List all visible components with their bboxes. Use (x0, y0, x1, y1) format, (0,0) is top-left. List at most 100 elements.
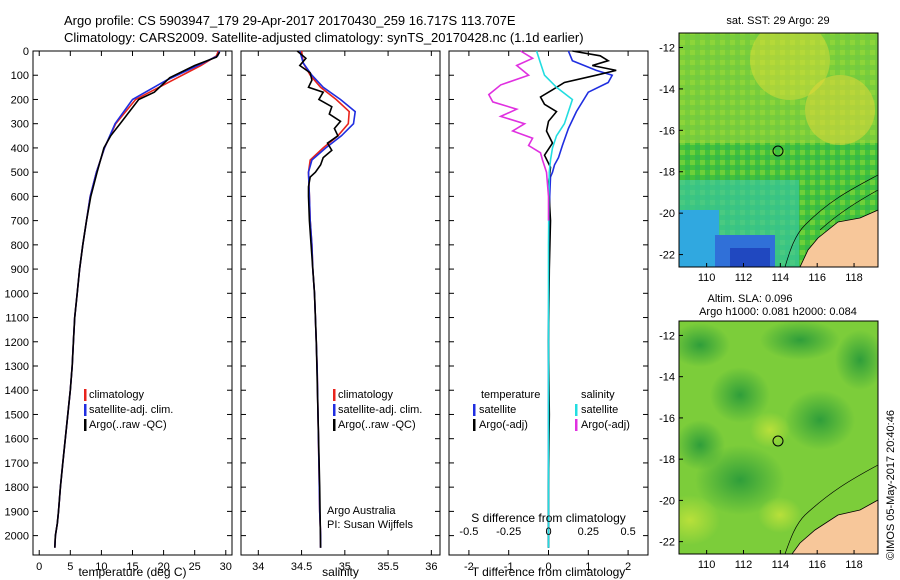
sla-map-frame (678, 320, 879, 555)
header-line2: Climatology: CARS2009. Satellite-adjuste… (64, 30, 584, 45)
x-tick-label: 15 (126, 561, 138, 573)
series-line (487, 50, 550, 221)
map-y-tick-label: -14 (659, 84, 675, 96)
legend-label: satellite-adj. clim. (338, 404, 422, 416)
map-x-tick-label: 118 (845, 272, 863, 284)
timestamp-side-text: ©IMOS 05-May-2017 20:40:46 (885, 410, 897, 560)
legend-title: temperature (481, 389, 540, 401)
x-tick-label: 25 (189, 561, 201, 573)
legend-swatch (84, 404, 87, 416)
header-line1: Argo profile: CS 5903947_179 29-Apr-2017… (64, 13, 516, 28)
temperature-panel: 0 5 10 15 20 25 30 temperature (deg C) 0 100 200 30… (5, 46, 233, 579)
y-tick-label: 800 (11, 240, 29, 252)
map-x-tick-label: 116 (808, 272, 826, 284)
series-line (54, 50, 220, 548)
legend-label: satellite-adj. clim. (89, 404, 173, 416)
sla-map-axes: 110 112 114 116 118 -12 -14 -16 -18 -20 -22 (659, 330, 863, 571)
x2-axis-label: S difference from climatology (471, 511, 626, 525)
legend-swatch (333, 404, 336, 416)
legend-swatch (473, 404, 476, 416)
map-x-tick-label: 110 (698, 272, 716, 284)
x-tick-label: 35 (339, 561, 351, 573)
plot-frame (240, 50, 441, 556)
annotation-text: Argo Australia (327, 505, 396, 517)
y-tick-label: 1800 (5, 482, 29, 494)
sst-argo-marker (772, 145, 784, 157)
series-line (54, 50, 221, 548)
series-line (547, 50, 614, 548)
x-tick-label: 0 (545, 561, 551, 573)
y-tick-label: 200 (11, 94, 29, 106)
y-tick-label: 600 (11, 191, 29, 203)
series-line (296, 50, 342, 548)
x-tick-label: 35.5 (377, 561, 398, 573)
map-y-tick-label: -18 (659, 454, 675, 466)
x-tick-label: 36 (425, 561, 437, 573)
y-tick-label: 1400 (5, 385, 29, 397)
x-axis-label: salinity (322, 565, 359, 579)
sst-map-axes: 110 112 114 116 118 -12 -14 -16 -18 -20 -22 (659, 42, 863, 284)
y-tick-label: 1100 (5, 313, 29, 325)
legend-swatch (333, 419, 336, 431)
x-tick-label: 34.5 (291, 561, 312, 573)
x-tick-label: 5 (67, 561, 73, 573)
salinity-panel: 34 34.5 35 35.5 36 salinity climatology satelli… (240, 50, 441, 579)
legend-label: satellite (581, 404, 618, 416)
map-x-tick-label: 114 (772, 559, 790, 571)
sla-map (679, 321, 878, 554)
y-tick-label: 500 (11, 167, 29, 179)
x2-tick-label: -0.5 (459, 526, 478, 538)
x-tick-label: 1 (585, 561, 591, 573)
y-tick-label: 1600 (5, 434, 29, 446)
x-tick-label: 30 (220, 561, 232, 573)
y-tick-label: 1500 (5, 409, 29, 421)
map-y-tick-label: -22 (659, 537, 675, 549)
sst-map-frame (678, 32, 879, 268)
map-x-tick-label: 118 (845, 559, 863, 571)
series-line (54, 51, 221, 548)
series-line (539, 50, 617, 548)
map-y-tick-label: -12 (659, 330, 675, 342)
plot-frame (32, 50, 233, 556)
y-tick-label: 400 (11, 143, 29, 155)
x-tick-label: -1 (504, 561, 514, 573)
x-tick-label: 20 (157, 561, 169, 573)
legend-swatch (84, 389, 87, 401)
x2-tick-label: -0.25 (496, 526, 521, 538)
legend-swatch (84, 419, 87, 431)
y-tick-label: 100 (11, 70, 29, 82)
map-x-tick-label: 112 (735, 272, 753, 284)
legend-label: Argo(-adj) (479, 419, 528, 431)
map-y-tick-label: -12 (659, 42, 675, 54)
sst-map (679, 33, 878, 267)
map-x-tick-label: 116 (808, 559, 826, 571)
sla-map-title: Altim. SLA: 0.096 (708, 293, 793, 305)
y-tick-label: 1300 (5, 361, 29, 373)
map-y-tick-label: -20 (659, 495, 675, 507)
y-tick-label: 2000 (5, 531, 29, 543)
map-y-tick-label: -16 (659, 125, 675, 137)
legend-title: salinity (581, 389, 615, 401)
y-tick-label: 700 (11, 216, 29, 228)
legend-label: Argo(..raw -QC) (338, 419, 416, 431)
x-tick-label: -2 (464, 561, 474, 573)
legend-label: Argo(-adj) (581, 419, 630, 431)
series-line (300, 50, 351, 548)
map-x-tick-label: 110 (698, 559, 716, 571)
x2-tick-label: 0 (545, 526, 551, 538)
legend-label: Argo(..raw -QC) (89, 419, 167, 431)
y-tick-label: 0 (23, 46, 29, 58)
map-y-tick-label: -18 (659, 167, 675, 179)
legend-swatch (473, 419, 476, 431)
difference-panel: -2 -1 0 1 2T difference from climatology -0.5… (448, 50, 649, 579)
x-tick-label: 34 (252, 561, 264, 573)
sla-land (791, 499, 878, 554)
legend-label: climatology (338, 389, 394, 401)
x-tick-label: 10 (95, 561, 107, 573)
y-tick-label: 1900 (5, 506, 29, 518)
map-x-tick-label: 114 (772, 272, 790, 284)
x-axis-label: temperature (deg C) (78, 565, 186, 579)
y-tick-label: 300 (11, 119, 29, 131)
x-axis-label: T difference from climatology (472, 565, 626, 579)
